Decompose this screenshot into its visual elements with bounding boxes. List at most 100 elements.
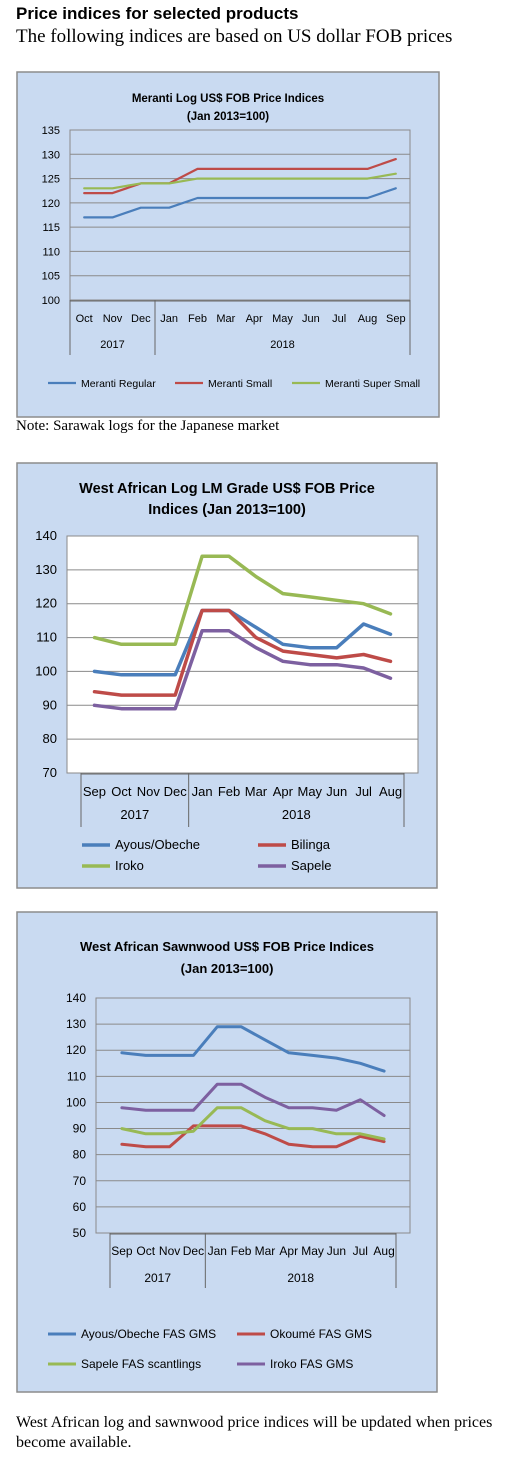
year-label: 2017 bbox=[100, 339, 124, 351]
legend-label: Okoumé FAS GMS bbox=[270, 1327, 372, 1341]
series-line bbox=[92, 554, 393, 647]
legend-label: Ayous/Obeche bbox=[115, 837, 200, 852]
y-tick-label: 130 bbox=[66, 1017, 86, 1031]
y-tick-label: 100 bbox=[66, 1095, 86, 1109]
legend-label: Iroko bbox=[115, 858, 144, 873]
x-tick-label: May bbox=[298, 784, 323, 799]
chart-title-line: (Jan 2013=100) bbox=[187, 111, 269, 123]
legend-label: Iroko FAS GMS bbox=[270, 1357, 353, 1371]
x-tick-label: Apr bbox=[273, 784, 294, 799]
y-tick-label: 110 bbox=[67, 1069, 86, 1083]
y-tick-label: 125 bbox=[42, 174, 60, 186]
x-tick-label: Apr bbox=[279, 1244, 298, 1258]
y-tick-label: 50 bbox=[73, 1226, 87, 1240]
legend-label: Sapele FAS scantlings bbox=[81, 1357, 201, 1371]
x-tick-label: Feb bbox=[188, 313, 207, 325]
x-tick-label: Aug bbox=[379, 784, 402, 799]
x-tick-label: Jun bbox=[326, 784, 347, 799]
legend-label: Ayous/Obeche FAS GMS bbox=[81, 1327, 216, 1341]
y-tick-label: 80 bbox=[73, 1148, 87, 1162]
x-tick-label: Oct bbox=[136, 1244, 155, 1258]
x-tick-label: Jun bbox=[327, 1244, 346, 1258]
x-tick-label: Mar bbox=[255, 1244, 276, 1258]
x-tick-label: Nov bbox=[159, 1244, 180, 1258]
chart-title-line: Meranti Log US$ FOB Price Indices bbox=[132, 93, 324, 105]
chart-title-line: (Jan 2013=100) bbox=[181, 961, 274, 976]
x-tick-label: Jan bbox=[192, 784, 213, 799]
x-tick-label: Dec bbox=[131, 313, 151, 325]
year-label: 2018 bbox=[282, 807, 311, 822]
chart-panel bbox=[16, 71, 440, 418]
year-label: 2018 bbox=[270, 339, 294, 351]
x-tick-label: Jul bbox=[353, 1244, 368, 1258]
x-tick-label: Jul bbox=[332, 313, 346, 325]
x-tick-label: May bbox=[301, 1244, 324, 1258]
x-tick-label: Oct bbox=[76, 313, 93, 325]
y-tick-label: 130 bbox=[35, 562, 57, 577]
y-tick-label: 120 bbox=[66, 1043, 86, 1057]
chart-title-line: West African Log LM Grade US$ FOB Price bbox=[79, 481, 375, 497]
year-label: 2017 bbox=[144, 1271, 171, 1285]
x-tick-label: Jul bbox=[355, 784, 372, 799]
year-label: 2018 bbox=[287, 1271, 314, 1285]
y-tick-label: 70 bbox=[43, 765, 57, 780]
legend-label: Meranti Small bbox=[208, 378, 272, 390]
section-subtitle: The following indices are based on US do… bbox=[16, 26, 453, 47]
y-tick-label: 120 bbox=[42, 198, 60, 210]
year-label: 2017 bbox=[120, 807, 149, 822]
series-line bbox=[83, 187, 397, 219]
y-tick-label: 140 bbox=[35, 528, 57, 543]
series-line bbox=[120, 1025, 386, 1073]
x-tick-label: Aug bbox=[373, 1244, 394, 1258]
x-tick-label: Sep bbox=[83, 784, 106, 799]
legend-label: Meranti Super Small bbox=[325, 378, 420, 390]
legend-label: Bilinga bbox=[291, 837, 331, 852]
plot-area bbox=[95, 997, 411, 1234]
x-tick-label: Aug bbox=[358, 313, 378, 325]
y-tick-label: 120 bbox=[35, 596, 57, 611]
sarawak-note: Note: Sarawak logs for the Japanese mark… bbox=[16, 418, 280, 434]
y-tick-label: 100 bbox=[35, 663, 57, 678]
y-tick-label: 70 bbox=[73, 1174, 87, 1188]
x-tick-label: Nov bbox=[137, 784, 161, 799]
y-tick-label: 90 bbox=[43, 697, 57, 712]
series-line bbox=[83, 172, 397, 190]
x-tick-label: Dec bbox=[183, 1244, 204, 1258]
x-tick-label: Feb bbox=[231, 1244, 252, 1258]
x-tick-label: Sep bbox=[111, 1244, 133, 1258]
series-line bbox=[120, 1106, 386, 1141]
series-line bbox=[83, 158, 397, 195]
plot-area bbox=[66, 535, 419, 774]
x-tick-label: Jun bbox=[302, 313, 320, 325]
series-line bbox=[120, 1124, 386, 1149]
y-tick-label: 110 bbox=[42, 246, 60, 258]
x-tick-label: Apr bbox=[246, 313, 263, 325]
chart-panel bbox=[16, 911, 438, 1393]
y-tick-label: 140 bbox=[66, 991, 86, 1005]
series-line bbox=[92, 608, 393, 697]
x-tick-label: Oct bbox=[111, 784, 132, 799]
legend-label: Meranti Regular bbox=[81, 378, 156, 390]
series-line bbox=[92, 629, 393, 711]
x-tick-label: Sep bbox=[386, 313, 406, 325]
chart-title-line: Indices (Jan 2013=100) bbox=[148, 502, 306, 518]
x-tick-label: Mar bbox=[245, 784, 268, 799]
chart-panel bbox=[16, 462, 438, 889]
legend-label: Sapele bbox=[291, 858, 331, 873]
x-tick-label: Mar bbox=[216, 313, 235, 325]
x-tick-label: Dec bbox=[164, 784, 188, 799]
x-tick-label: May bbox=[272, 313, 293, 325]
section-title: Price indices for selected products bbox=[16, 4, 299, 23]
y-tick-label: 110 bbox=[36, 630, 57, 645]
x-tick-label: Jan bbox=[160, 313, 178, 325]
x-tick-label: Feb bbox=[218, 784, 240, 799]
update-notice: West African log and sawnwood price indi… bbox=[16, 1414, 493, 1451]
y-tick-label: 80 bbox=[43, 731, 57, 746]
x-tick-label: Nov bbox=[103, 313, 123, 325]
y-tick-label: 60 bbox=[73, 1200, 87, 1214]
y-tick-label: 105 bbox=[42, 271, 60, 283]
y-tick-label: 90 bbox=[73, 1122, 87, 1136]
y-tick-label: 115 bbox=[42, 222, 60, 234]
y-tick-label: 100 bbox=[42, 295, 60, 307]
